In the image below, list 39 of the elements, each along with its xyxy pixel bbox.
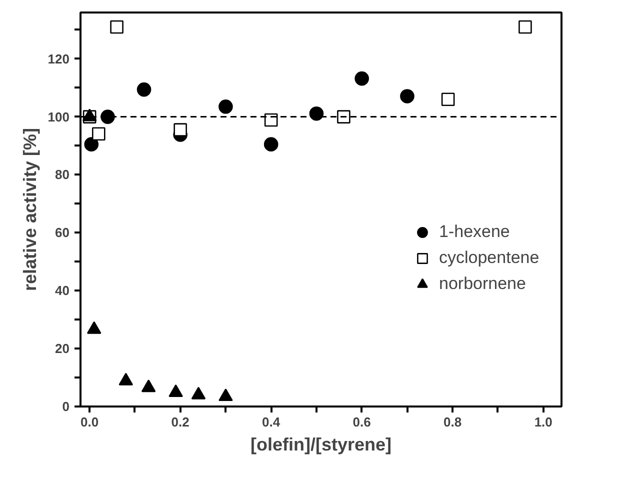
point	[118, 372, 134, 386]
point	[110, 20, 124, 34]
point	[100, 110, 115, 124]
x-tick-label: 1.0	[534, 414, 552, 430]
point	[218, 388, 233, 402]
point	[354, 71, 369, 86]
y-tick-label: 100	[48, 109, 70, 124]
x-axis-title: [olefin]/[styrene]	[250, 434, 392, 454]
x-tick-label: 0.2	[171, 414, 190, 430]
y-tick-label: 120	[48, 51, 70, 66]
y-tick-label: 0	[62, 399, 70, 414]
point	[337, 110, 350, 124]
y-tick-label: 40	[55, 283, 70, 298]
point	[84, 137, 99, 152]
point	[168, 384, 183, 397]
point	[264, 137, 278, 152]
point	[400, 89, 414, 104]
point	[191, 386, 206, 400]
y-tick-label: 80	[55, 167, 70, 182]
point	[218, 100, 233, 114]
x-tick-label: 0.6	[352, 414, 371, 430]
legend-label: 1-hexene	[439, 221, 510, 243]
point	[309, 106, 324, 121]
y-axis-title: relative activity [%]	[20, 128, 40, 292]
point	[518, 20, 532, 34]
legend-label: cyclopentene	[439, 247, 540, 269]
point	[86, 321, 102, 334]
point	[174, 123, 187, 136]
y-tick-label: 20	[55, 341, 70, 356]
point	[141, 380, 156, 392]
y-tick-label: 60	[55, 225, 70, 240]
point	[441, 92, 455, 106]
point	[136, 82, 152, 97]
point	[264, 113, 278, 127]
x-tick-label: 0.0	[80, 414, 99, 430]
legend-label: norbornene	[439, 273, 526, 295]
x-tick-label: 0.8	[444, 414, 462, 430]
x-tick-label: 0.4	[262, 414, 281, 430]
point	[92, 127, 106, 141]
